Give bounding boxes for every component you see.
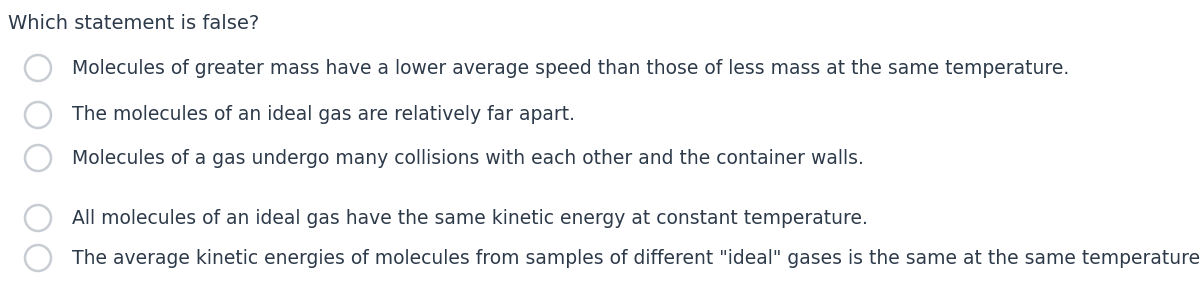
Circle shape (25, 205, 50, 231)
Text: All molecules of an ideal gas have the same kinetic energy at constant temperatu: All molecules of an ideal gas have the s… (72, 208, 868, 227)
Text: Which statement is false?: Which statement is false? (8, 14, 259, 33)
Text: Molecules of a gas undergo many collisions with each other and the container wal: Molecules of a gas undergo many collisio… (72, 149, 864, 168)
Text: Molecules of greater mass have a lower average speed than those of less mass at : Molecules of greater mass have a lower a… (72, 59, 1069, 78)
Text: The average kinetic energies of molecules from samples of different "ideal" gase: The average kinetic energies of molecule… (72, 248, 1200, 268)
Circle shape (25, 145, 50, 171)
Circle shape (25, 55, 50, 81)
Text: The molecules of an ideal gas are relatively far apart.: The molecules of an ideal gas are relati… (72, 105, 575, 124)
Circle shape (25, 245, 50, 271)
Circle shape (25, 102, 50, 128)
